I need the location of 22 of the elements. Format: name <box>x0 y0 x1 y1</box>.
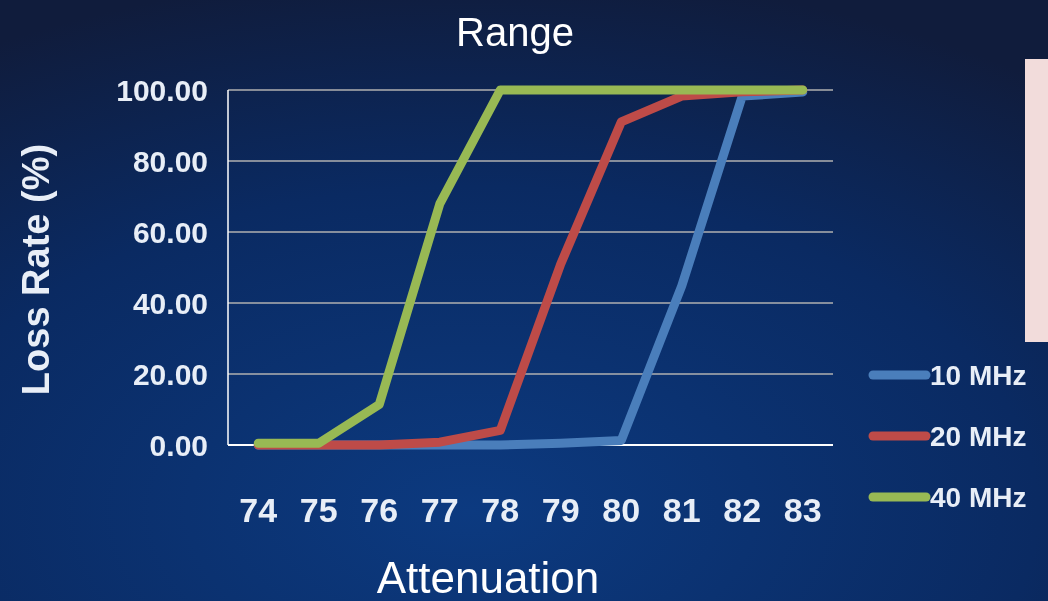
y-tick-label: 40.00 <box>132 286 208 320</box>
y-tick-label: 20.00 <box>132 357 208 391</box>
y-axis-title: Loss Rate (%) <box>15 143 58 396</box>
x-tick-label: 81 <box>662 490 701 529</box>
x-tick-label: 76 <box>360 490 399 529</box>
legend-label: 10 MHz <box>930 359 1027 391</box>
x-axis-title: Attenuation <box>376 553 600 601</box>
x-tick-label: 74 <box>239 490 278 529</box>
x-tick-label: 77 <box>420 490 459 529</box>
chart-title: Range <box>456 10 574 54</box>
y-tick-label: 60.00 <box>132 215 208 249</box>
x-tick-label: 78 <box>481 490 520 529</box>
x-tick-label: 80 <box>602 490 641 529</box>
x-tick-label: 82 <box>723 490 762 529</box>
legend-label: 20 MHz <box>930 420 1027 452</box>
y-tick-label: 0.00 <box>149 428 208 462</box>
x-tick-label: 75 <box>299 490 338 529</box>
legend-label: 40 MHz <box>930 481 1027 513</box>
x-tick-label: 83 <box>783 490 822 529</box>
x-tick-label: 79 <box>541 490 580 529</box>
y-tick-label: 100.00 <box>116 73 208 107</box>
y-tick-label: 80.00 <box>132 144 208 178</box>
